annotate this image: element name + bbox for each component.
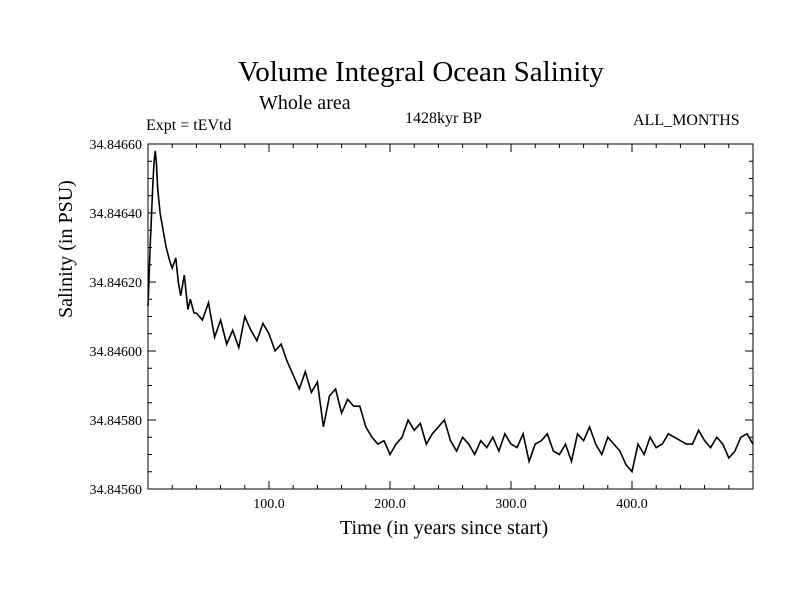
y-tick-label: 34.84600 <box>90 345 143 360</box>
salinity-series-line <box>147 150 754 474</box>
axis-tick-labels: 34.84560 34.84580 34.84600 34.84620 34.84640… <box>90 138 648 512</box>
y-tick-label: 34.84660 <box>90 138 143 153</box>
y-tick-label: 34.84560 <box>90 483 143 498</box>
y-tick-label: 34.84620 <box>90 276 143 291</box>
y-tick-label: 34.84640 <box>90 207 143 222</box>
period-label: 1428kyr BP <box>405 110 482 127</box>
x-tick-label: 300.0 <box>495 497 527 512</box>
x-tick-label: 400.0 <box>616 497 648 512</box>
chart-title: Volume Integral Ocean Salinity <box>238 56 604 88</box>
chart-subtitle: Whole area <box>259 92 351 114</box>
x-tick-label: 100.0 <box>253 497 285 512</box>
x-axis-label: Time (in years since start) <box>340 517 549 539</box>
y-tick-label: 34.84580 <box>90 414 143 429</box>
months-label: ALL_MONTHS <box>633 112 740 129</box>
x-tick-label: 200.0 <box>374 497 406 512</box>
axis-ticks <box>147 143 754 490</box>
experiment-label: Expt = tEVtd <box>146 117 232 134</box>
plot-frame <box>147 143 754 490</box>
